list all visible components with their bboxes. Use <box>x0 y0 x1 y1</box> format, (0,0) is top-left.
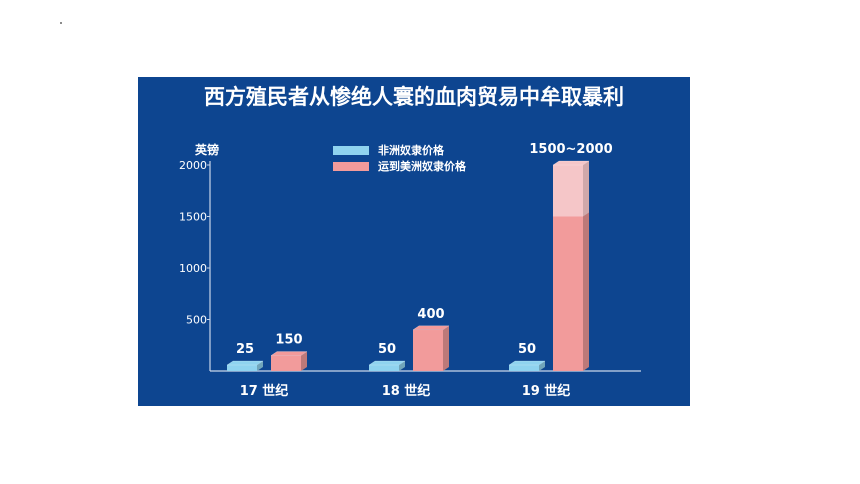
data-label: 150 <box>275 333 302 348</box>
bar <box>271 355 301 371</box>
bar <box>509 365 539 371</box>
decorative-dot <box>60 22 62 24</box>
bar-range-side <box>583 161 589 217</box>
bar <box>227 365 257 371</box>
data-label: 1500~2000 <box>529 142 612 157</box>
y-tick-label: 1000 <box>179 262 207 275</box>
bars: 25 150 50 400 50 1500~2000 <box>226 142 613 371</box>
bar-top <box>270 351 308 356</box>
chart-title: 西方殖民者从惨绝人寰的血肉贸易中牟取暴利 <box>204 85 624 109</box>
bar-side <box>399 361 405 371</box>
bar <box>369 365 399 371</box>
legend-label-america: 运到美洲奴隶价格 <box>378 159 467 173</box>
bar-top <box>412 325 450 331</box>
bar-top <box>226 360 264 366</box>
bar <box>413 329 443 371</box>
bar-side <box>539 361 545 371</box>
chart-panel: 西方殖民者从惨绝人寰的血肉贸易中牟取暴利 英镑 500 1000 1500 2000 1… <box>138 77 690 406</box>
x-category-label: 17 世纪 <box>240 383 289 399</box>
bar-side <box>301 351 307 371</box>
bar-top <box>552 160 590 166</box>
legend-label-africa: 非洲奴隶价格 <box>378 143 445 157</box>
y-axis-unit: 英镑 <box>195 142 219 157</box>
x-category-label: 18 世纪 <box>382 383 431 399</box>
bar-range-segment <box>553 165 583 217</box>
bar-chart: 西方殖民者从惨绝人寰的血肉贸易中牟取暴利 英镑 500 1000 1500 2000 1… <box>179 85 641 399</box>
y-tick-label: 2000 <box>179 159 207 172</box>
legend: 非洲奴隶价格 运到美洲奴隶价格 <box>333 143 467 173</box>
bar-top <box>368 360 406 366</box>
data-label: 25 <box>236 342 254 357</box>
bar-side <box>443 325 449 371</box>
bar-top <box>508 360 546 366</box>
bar-side <box>257 361 263 371</box>
y-tick-label: 1500 <box>179 211 207 224</box>
data-label: 50 <box>378 342 396 357</box>
y-tick-label: 500 <box>186 314 207 327</box>
x-category-label: 19 世纪 <box>522 383 571 399</box>
data-label: 50 <box>518 342 536 357</box>
legend-swatch-america <box>333 162 369 171</box>
data-label: 400 <box>417 307 444 322</box>
legend-swatch-africa <box>333 146 369 155</box>
